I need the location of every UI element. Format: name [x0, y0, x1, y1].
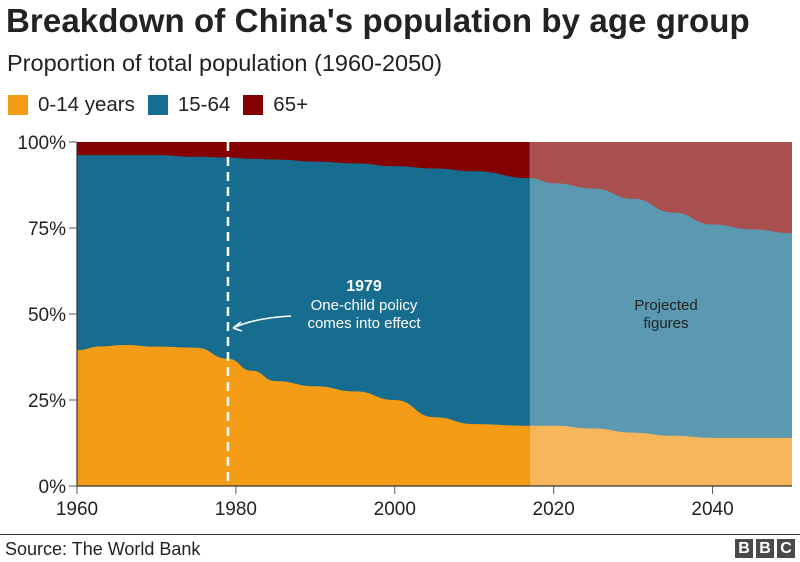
annotation-line-1: One-child policy: [311, 297, 418, 314]
x-tick-label: 2020: [533, 499, 575, 520]
legend-label-0-14: 0-14 years: [38, 93, 135, 116]
legend: 0-14 years 15-64 65+: [8, 93, 321, 117]
legend-item-15-64: 15-64: [147, 93, 231, 117]
area-0-14-projected: [529, 425, 792, 486]
legend-item-65-plus: 65+: [243, 93, 308, 117]
projected-label-line-2: figures: [643, 315, 688, 332]
area-15-64-projected: [529, 178, 792, 486]
legend-swatch-65-plus: [243, 95, 264, 115]
area-0-14: [77, 344, 530, 486]
y-tick-label: 75%: [28, 219, 66, 240]
bbc-logo-letter: B: [735, 539, 753, 558]
annotation-arrow: [232, 315, 292, 332]
projected-label-line-1: Projected: [634, 297, 697, 314]
bbc-logo-letter: C: [777, 539, 795, 558]
bbc-logo: B B C: [732, 539, 795, 558]
bbc-logo-letter: B: [756, 539, 774, 558]
annotation-year: 1979: [346, 278, 382, 295]
legend-item-0-14: 0-14 years: [8, 93, 135, 117]
legend-label-15-64: 15-64: [177, 93, 231, 116]
x-tick-label: 2000: [374, 499, 416, 520]
legend-swatch-15-64: [147, 95, 168, 115]
source-text: Source: The World Bank: [5, 539, 201, 559]
chart-plot: 0% 25% 50% 75% 100% 1960 1980 2000 2020 2040 1979…: [17, 133, 792, 520]
annotation-line-2: comes into effect: [307, 315, 421, 332]
x-tick-label: 2040: [691, 499, 733, 520]
x-tick-label: 1980: [215, 499, 257, 520]
y-tick-label: 100%: [17, 133, 66, 154]
chart-subtitle: Proportion of total population (1960-205…: [7, 50, 443, 76]
y-tick-label: 50%: [28, 305, 66, 326]
footer-divider: [0, 534, 800, 535]
legend-swatch-0-14: [8, 95, 28, 115]
x-tick-label: 1960: [56, 499, 98, 520]
y-tick-label: 0%: [39, 477, 67, 498]
legend-label-65-plus: 65+: [273, 93, 309, 116]
chart-title: Breakdown of China's population by age g…: [6, 2, 750, 39]
y-tick-label: 25%: [28, 391, 66, 412]
